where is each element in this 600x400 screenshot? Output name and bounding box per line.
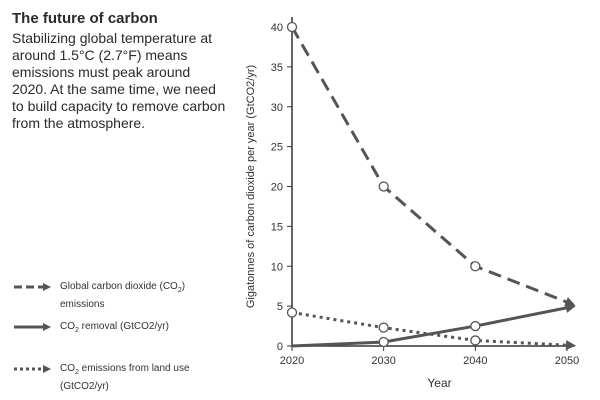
series-arrowhead: [565, 303, 576, 313]
legend-solid-arrow-icon: [14, 323, 51, 331]
data-point: [378, 322, 389, 333]
x-tick-label: 2030: [371, 355, 395, 367]
y-tick-label: 25: [271, 142, 283, 154]
legend-item-co2-removal: CO2 removal (GtCO2/yr): [12, 320, 190, 338]
y-tick-label: 40: [271, 22, 283, 34]
series-line-dotted: [291, 311, 568, 347]
x-tick-label: 2040: [463, 355, 487, 367]
series-arrowhead: [565, 340, 576, 351]
x-axis-label: Year: [427, 376, 451, 390]
legend-label-land-use: CO2 emissions from land use (GtCO2/yr): [60, 363, 190, 392]
y-axis: 0 5 10 15 20 25 30 35 40: [271, 17, 293, 353]
y-tick-label: 15: [271, 221, 283, 233]
data-point: [378, 336, 389, 348]
data-point: [378, 181, 389, 192]
y-axis-label: Gigatonnes of carbon dioxide per year (G…: [245, 65, 257, 308]
chart-title: The future of carbon: [12, 10, 158, 27]
data-point: [286, 307, 298, 318]
y-tick-label: 0: [277, 341, 283, 353]
x-tick-label: 2050: [555, 355, 579, 367]
legend-dotted-arrow-icon: [14, 365, 51, 373]
legend-dashed-arrow-icon: [14, 283, 51, 291]
y-tick-label: 35: [271, 62, 283, 74]
data-point: [470, 320, 481, 332]
series-line-solid: [291, 306, 568, 348]
x-tick-label: 2020: [280, 355, 304, 367]
data-point: [470, 261, 481, 272]
series-lines: [290, 26, 576, 351]
series-markers: [286, 21, 481, 348]
legend-label-global-emissions: Global carbon dioxide (CO2) emissions: [60, 281, 186, 310]
y-tick-label: 20: [271, 182, 283, 194]
legend-item-land-use: CO2 emissions from land use (GtCO2/yr): [12, 362, 190, 394]
legend-label-co2-removal: CO2 removal (GtCO2/yr): [60, 321, 169, 334]
y-tick-label: 30: [271, 102, 283, 114]
legend-item-global-emissions: Global carbon dioxide (CO2) emissions: [12, 280, 190, 312]
y-tick-label: 10: [271, 261, 283, 273]
intro-text: Stabilizing global temperature at around…: [12, 30, 226, 131]
x-axis: 2020 2030 2040 2050: [280, 345, 579, 367]
y-tick-label: 5: [277, 301, 283, 313]
data-point: [470, 335, 481, 346]
series-line-dashed: [290, 26, 568, 304]
data-point: [286, 21, 298, 33]
line-chart: 0 5 10 15 20 25 30 35 40 2020 2030 2040 2050 Gigato…: [245, 17, 579, 390]
